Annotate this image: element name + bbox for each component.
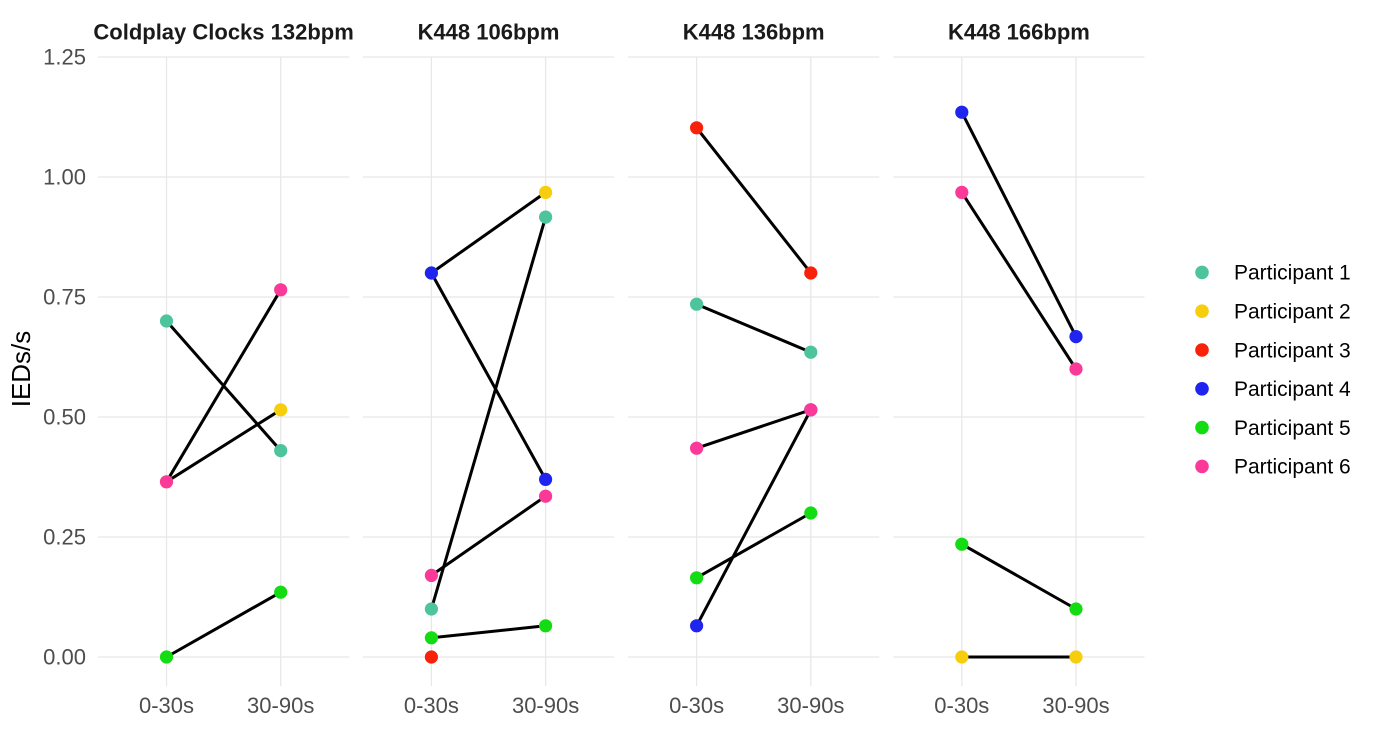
svg-text:30-90s: 30-90s [247, 693, 314, 718]
svg-text:Participant 2: Participant 2 [1234, 301, 1351, 324]
svg-text:0.00: 0.00 [43, 644, 86, 669]
svg-text:IEDs/s: IEDs/s [6, 331, 36, 408]
svg-text:30-90s: 30-90s [512, 693, 579, 718]
svg-text:Participant 6: Participant 6 [1234, 456, 1351, 479]
svg-text:K448 166bpm: K448 166bpm [948, 20, 1090, 45]
svg-text:0-30s: 0-30s [404, 693, 459, 718]
svg-text:30-90s: 30-90s [777, 693, 844, 718]
svg-text:0.25: 0.25 [43, 524, 86, 549]
svg-text:30-90s: 30-90s [1042, 693, 1109, 718]
svg-text:0.75: 0.75 [43, 284, 86, 309]
svg-text:1.25: 1.25 [43, 44, 86, 69]
svg-text:0-30s: 0-30s [139, 693, 194, 718]
svg-text:K448 136bpm: K448 136bpm [683, 20, 825, 45]
svg-text:0-30s: 0-30s [934, 693, 989, 718]
svg-text:Participant 1: Participant 1 [1234, 262, 1351, 285]
svg-text:0.50: 0.50 [43, 404, 86, 429]
svg-text:Participant 4: Participant 4 [1234, 378, 1351, 401]
svg-text:Coldplay Clocks 132bpm: Coldplay Clocks 132bpm [93, 20, 353, 45]
svg-text:Participant 3: Participant 3 [1234, 339, 1351, 362]
svg-text:1.00: 1.00 [43, 164, 86, 189]
svg-text:Participant 5: Participant 5 [1234, 417, 1351, 440]
svg-text:0-30s: 0-30s [669, 693, 724, 718]
svg-text:K448 106bpm: K448 106bpm [418, 20, 560, 45]
